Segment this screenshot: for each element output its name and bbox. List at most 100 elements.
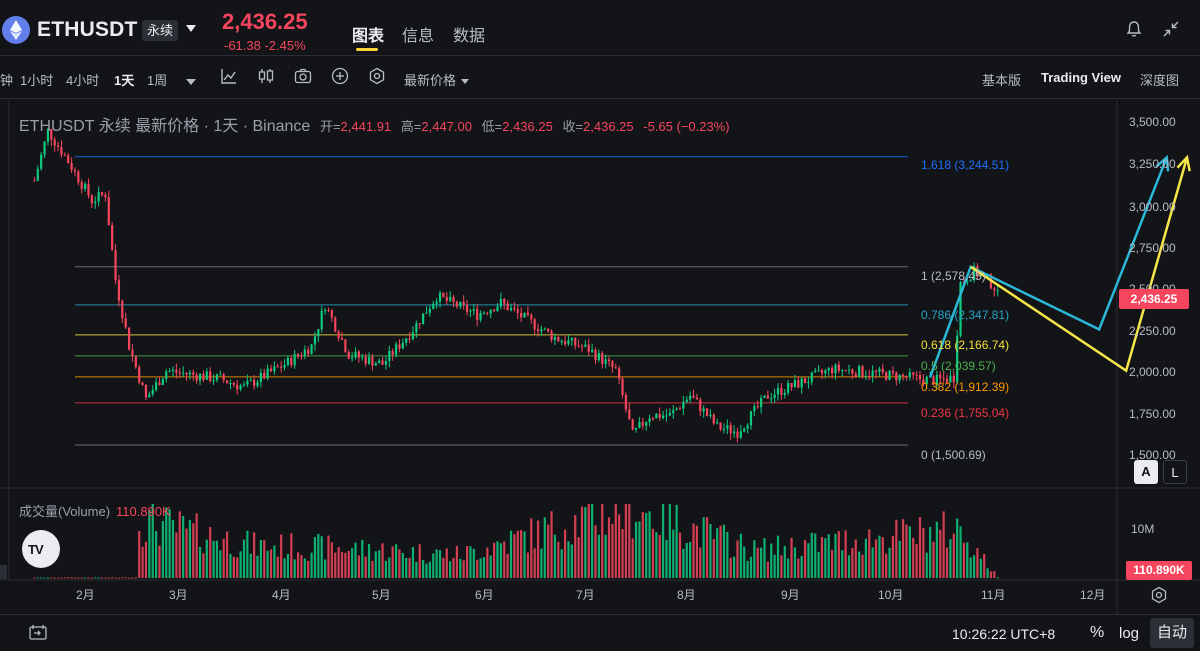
volume-bar (425, 563, 428, 578)
candle-body (800, 378, 803, 388)
candlestick-icon[interactable] (257, 67, 275, 90)
volume-bar (658, 534, 661, 578)
candle-body (641, 422, 644, 426)
auto-scale-toggle[interactable]: A (1134, 460, 1158, 484)
candle-body (979, 274, 982, 277)
symbol-name[interactable]: ETHUSDT (37, 18, 138, 41)
volume-bar (624, 504, 628, 578)
volume-bar (888, 547, 891, 578)
volume-bar (692, 523, 695, 578)
candle-body (455, 301, 459, 307)
volume-bar (601, 504, 604, 578)
price-tick: 3,500.00 (1129, 115, 1176, 129)
candle-body (50, 129, 53, 140)
volume-bar (577, 537, 580, 578)
candle-body (675, 408, 678, 410)
candle-body (547, 328, 550, 332)
candle-body (766, 395, 769, 399)
volume-bar (580, 506, 584, 578)
view-tradingview[interactable]: Trading View (1041, 70, 1121, 85)
chart-area[interactable]: ETHUSDT 永续 最新价格 · 1天 · Binance 开=2,441.9… (0, 100, 1200, 614)
volume-bar (753, 540, 756, 578)
volume-bar (638, 521, 641, 578)
volume-bar (526, 552, 529, 578)
volume-bar (536, 520, 540, 578)
volume-bar (114, 577, 117, 579)
volume-bar (604, 534, 607, 578)
candle-body (273, 366, 276, 372)
volume-bar (989, 571, 993, 578)
interval-1d[interactable]: 1天 (114, 73, 135, 88)
add-indicator-icon[interactable] (331, 67, 349, 90)
volume-bar (36, 577, 39, 579)
candle-body (469, 310, 472, 312)
percent-scale-button[interactable]: % (1090, 624, 1105, 641)
candle-body (195, 374, 198, 381)
bell-icon[interactable] (1125, 20, 1143, 43)
volume-bar (256, 555, 259, 578)
volume-bar (286, 553, 290, 578)
candle-body (371, 356, 374, 366)
volume-bar (391, 546, 394, 578)
candle-body (63, 154, 66, 156)
interval-1w[interactable]: 1周 (147, 73, 168, 88)
volume-bar (384, 560, 388, 578)
volume-bar (685, 542, 688, 578)
volume-bar (60, 577, 63, 579)
line-chart-icon[interactable] (220, 67, 238, 90)
candle-body (165, 371, 168, 379)
tab-info[interactable]: 信息 (402, 28, 435, 45)
volume-bar (803, 540, 807, 578)
lock-scale-toggle[interactable]: L (1163, 460, 1187, 484)
candle-body (631, 419, 634, 430)
candle-body (36, 168, 39, 181)
volume-bar (776, 535, 780, 578)
candle-body (489, 309, 492, 314)
scroll-left-handle[interactable] (0, 565, 7, 579)
candle-body (834, 364, 837, 374)
candle-body (685, 399, 688, 402)
volume-bar (259, 539, 262, 578)
volume-bar (465, 546, 469, 578)
candle-body (269, 368, 273, 372)
interval-1h[interactable]: 1小时 (20, 73, 54, 88)
volume-bar (63, 577, 66, 579)
tradingview-logo[interactable]: TV (22, 530, 60, 568)
tab-data[interactable]: 数据 (453, 28, 486, 45)
volume-bar (743, 546, 746, 578)
candle-body (716, 422, 719, 424)
chart-canvas[interactable] (0, 100, 1200, 614)
collapse-icon[interactable] (1162, 20, 1180, 43)
candle-body (885, 372, 888, 380)
volume-bar (763, 538, 766, 578)
view-basic[interactable]: 基本版 (982, 73, 1022, 88)
volume-bar (952, 533, 955, 578)
interval-minute-partial[interactable]: 钟 (0, 73, 14, 88)
volume-bar (489, 555, 492, 578)
clock[interactable]: 10:26:22 UTC+8 (952, 626, 1056, 642)
candle-body (618, 368, 621, 379)
camera-icon[interactable] (294, 67, 312, 90)
axis-settings-icon[interactable] (1150, 586, 1168, 609)
settings-hexagon-icon[interactable] (368, 67, 386, 90)
volume-bar (766, 561, 769, 578)
volume-bar (618, 514, 621, 578)
volume-bar (949, 539, 952, 578)
candle-body (601, 353, 604, 365)
tab-chart[interactable]: 图表 (352, 28, 385, 45)
candle-body (334, 317, 337, 332)
volume-bar (689, 542, 692, 578)
candle-body (868, 375, 871, 377)
interval-4h[interactable]: 4小时 (66, 73, 100, 88)
price-type-select[interactable]: 最新价格 (404, 70, 470, 89)
candle-body (638, 422, 641, 428)
volume-bar (138, 531, 141, 578)
symbol-dropdown-icon[interactable] (186, 25, 196, 32)
compare-icon[interactable] (28, 623, 50, 648)
candle-body (232, 382, 235, 385)
interval-dropdown-icon[interactable] (186, 73, 196, 91)
volume-bar (222, 538, 225, 578)
view-depth[interactable]: 深度图 (1140, 73, 1180, 88)
log-scale-button[interactable]: log (1119, 625, 1140, 642)
auto-scale-button[interactable]: 自动 (1150, 618, 1194, 648)
